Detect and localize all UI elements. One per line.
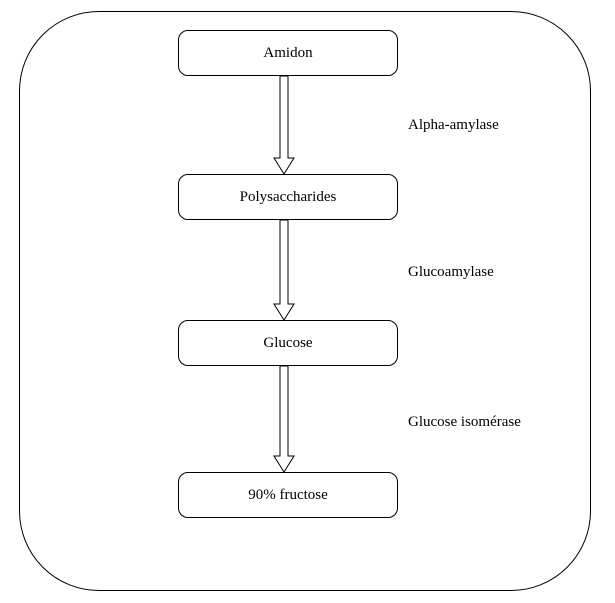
node-glucose: Glucose xyxy=(178,320,398,366)
node-label: 90% fructose xyxy=(248,487,328,504)
node-label: Glucose xyxy=(263,335,312,352)
diagram-canvas: Amidon Polysaccharides Glucose 90% fructose… xyxy=(0,0,615,603)
edge-label: Glucose isomérase xyxy=(408,414,521,431)
arrow-amidon-to-polysaccharides xyxy=(272,76,296,174)
node-fructose: 90% fructose xyxy=(178,472,398,518)
arrow-glucose-to-fructose xyxy=(272,366,296,472)
edge-label: Alpha-amylase xyxy=(408,117,499,134)
arrow-polysaccharides-to-glucose xyxy=(272,220,296,320)
node-label: Polysaccharides xyxy=(240,189,337,206)
edge-label: Glucoamylase xyxy=(408,264,494,281)
node-label: Amidon xyxy=(263,45,312,62)
node-amidon: Amidon xyxy=(178,30,398,76)
node-polysaccharides: Polysaccharides xyxy=(178,174,398,220)
